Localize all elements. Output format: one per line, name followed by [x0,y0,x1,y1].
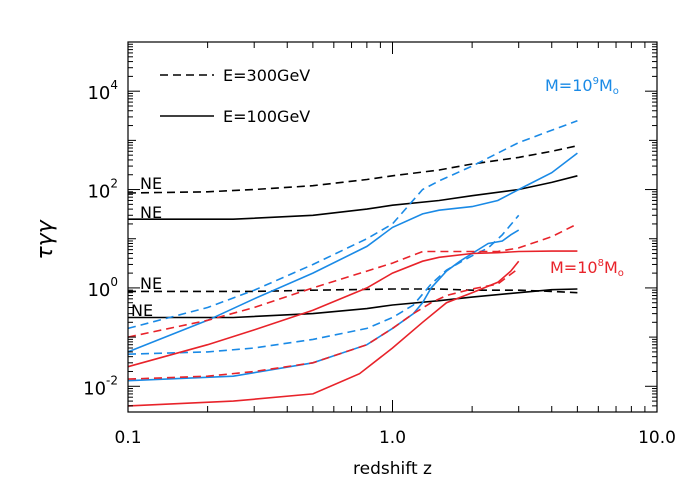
annotation-ne3: NE [140,274,162,293]
series-line-3 [128,288,578,319]
annotation-m9: M=109Mo [545,76,619,97]
legend-label-solid: E=100GeV [223,107,310,126]
y-tick-label-3: 104 [87,78,118,104]
series-line-1 [128,175,578,220]
series-line-9 [127,250,578,368]
x-axis-label: redshift z [353,459,432,479]
annotation-ne2: NE [140,203,162,222]
x-tick-label-1: 1.0 [379,428,406,448]
annotation-m8: M=108Mo [550,258,624,279]
series-line-0 [127,144,578,194]
series-line-10 [127,267,520,380]
series-line-5 [127,152,578,353]
annotation-ne4: NE [131,301,153,320]
y-tick-label-0: 10-2 [83,373,118,399]
plot-lines [127,120,578,407]
y-tick-label-2: 102 [87,177,118,203]
annotation-ne1: NE [140,174,162,193]
series-line-8 [127,223,578,338]
series-line-7 [127,229,520,382]
series-line-4 [127,120,578,330]
axis-ticks [127,42,657,413]
series-line-2 [128,288,578,294]
series-line-6 [127,214,520,355]
x-tick-label-0: 0.1 [114,428,141,448]
y-axis-label: τγγ [33,219,58,259]
series-line-11 [127,260,520,407]
legend-label-dashed: E=300GeV [223,66,310,85]
legend: E=300GeV E=100GeV [160,66,310,126]
y-tick-label-1: 100 [87,275,118,301]
tick-labels: 0.1 1.0 10.0 10-2 100 102 104 [83,78,676,448]
x-tick-label-2: 10.0 [638,428,676,448]
annotations: M=109Mo M=108Mo NE NE NE NE [131,76,624,320]
